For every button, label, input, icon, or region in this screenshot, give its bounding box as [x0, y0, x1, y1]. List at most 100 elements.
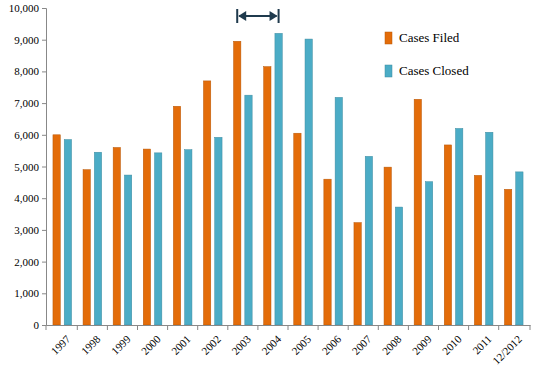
- bar: [474, 175, 481, 325]
- chart: 0 1,000 2,000 3,000 4,000 5,000 6,000 7,000 8,00…: [0, 0, 540, 378]
- legend-swatch: [385, 65, 392, 77]
- category-separator: [318, 325, 319, 330]
- y-tick: 4,000: [14, 192, 46, 204]
- y-tick-mark: [42, 293, 46, 294]
- y-tick: 5,000: [14, 161, 46, 173]
- bar: [64, 140, 71, 325]
- bar: [305, 39, 312, 325]
- legend-item: Cases Closed: [385, 63, 469, 78]
- x-tick-label: 12/2012: [490, 333, 524, 367]
- y-tick-mark: [42, 167, 46, 168]
- x-tick-label: 2010: [440, 332, 464, 356]
- category-separator: [257, 325, 258, 330]
- x-tick-label: 2003: [229, 332, 253, 356]
- legend-swatch: [385, 32, 392, 44]
- y-tick-mark: [42, 198, 46, 199]
- y-tick-label: 9,000: [14, 34, 39, 46]
- y-tick-label: 5,000: [14, 161, 39, 173]
- bar: [486, 132, 493, 325]
- category-separator: [530, 325, 531, 330]
- x-tick-label: 2011: [470, 333, 494, 357]
- bar: [113, 147, 120, 325]
- bar: [504, 189, 511, 325]
- bar: [203, 81, 210, 325]
- legend: Cases FiledCases Closed: [385, 30, 469, 78]
- y-tick-mark: [42, 40, 46, 41]
- y-tick: 2,000: [14, 256, 46, 268]
- bar: [425, 182, 432, 325]
- y-tick-label: 7,000: [14, 97, 39, 109]
- bar: [395, 207, 402, 325]
- x-tick: 2006: [319, 325, 343, 357]
- x-tick-label: 2002: [199, 333, 223, 357]
- bar: [155, 153, 162, 325]
- y-tick: 1,000: [14, 287, 46, 299]
- x-tick-label: 2008: [380, 332, 404, 356]
- y-tick-mark: [42, 325, 46, 326]
- y-tick-label: 10,000: [9, 2, 40, 14]
- x-tick-label: 1998: [79, 332, 103, 356]
- legend-label: Cases Closed: [399, 63, 469, 78]
- x-tick: 2000: [139, 325, 163, 357]
- plot: 0 1,000 2,000 3,000 4,000 5,000 6,000 7,000 8,00…: [9, 2, 531, 367]
- bar: [264, 67, 271, 325]
- y-tick-mark: [42, 135, 46, 136]
- x-tick: 2003: [229, 325, 253, 357]
- x-tick-label: 1999: [109, 332, 133, 356]
- bar: [456, 128, 463, 325]
- bar: [324, 179, 331, 325]
- bar: [294, 133, 301, 325]
- x-tick: 2004: [259, 325, 283, 357]
- x-tick-label: 2001: [169, 333, 193, 357]
- y-tick: 10,000: [9, 2, 46, 14]
- category-separator: [167, 325, 168, 330]
- category-separator: [227, 325, 228, 330]
- x-tick: 1997: [48, 325, 72, 357]
- y-tick: 9,000: [14, 34, 46, 46]
- bar: [275, 33, 282, 325]
- y-tick-mark: [42, 71, 46, 72]
- bar: [444, 145, 451, 325]
- x-tick: 2007: [349, 325, 373, 357]
- category-separator: [107, 325, 108, 330]
- y-axis-line: [42, 9, 47, 326]
- category-separator: [468, 325, 469, 330]
- category-separator: [197, 325, 198, 330]
- arrow-cap: [236, 9, 238, 23]
- y-axis: 0 1,000 2,000 3,000 4,000 5,000 6,000 7,000 8,00…: [9, 2, 47, 331]
- x-tick: 2008: [380, 325, 404, 357]
- arrow-head: [238, 11, 246, 21]
- bar: [384, 167, 391, 325]
- bar: [143, 149, 150, 325]
- category-separator: [46, 325, 47, 330]
- y-tick: 8,000: [14, 65, 46, 77]
- x-tick: 12/2012: [490, 325, 524, 367]
- bar: [234, 41, 241, 325]
- category-separator: [77, 325, 78, 330]
- x-tick: 1999: [109, 325, 133, 357]
- x-tick: 2010: [440, 325, 464, 357]
- y-tick-mark: [42, 103, 46, 104]
- x-tick-label: 2004: [259, 332, 283, 356]
- bar: [245, 95, 252, 325]
- x-tick-label: 1997: [48, 332, 72, 356]
- y-tick: 6,000: [14, 129, 46, 141]
- y-tick-label: 2,000: [14, 256, 39, 268]
- bar: [414, 99, 421, 325]
- y-tick: 0: [34, 319, 47, 331]
- bar: [124, 175, 131, 325]
- bar: [94, 152, 101, 325]
- x-tick: 2002: [199, 325, 223, 357]
- y-tick-label: 3,000: [14, 224, 39, 236]
- x-tick: 2005: [289, 325, 313, 357]
- x-tick-label: 2006: [319, 332, 343, 356]
- y-tick-label: 8,000: [14, 65, 39, 77]
- bar: [365, 156, 372, 325]
- category-separator: [408, 325, 409, 330]
- bar: [83, 170, 90, 325]
- bar: [516, 172, 523, 325]
- x-tick: 2011: [470, 325, 494, 357]
- x-tick-label: 2007: [349, 332, 373, 356]
- category-separator: [288, 325, 289, 330]
- category-separator: [348, 325, 349, 330]
